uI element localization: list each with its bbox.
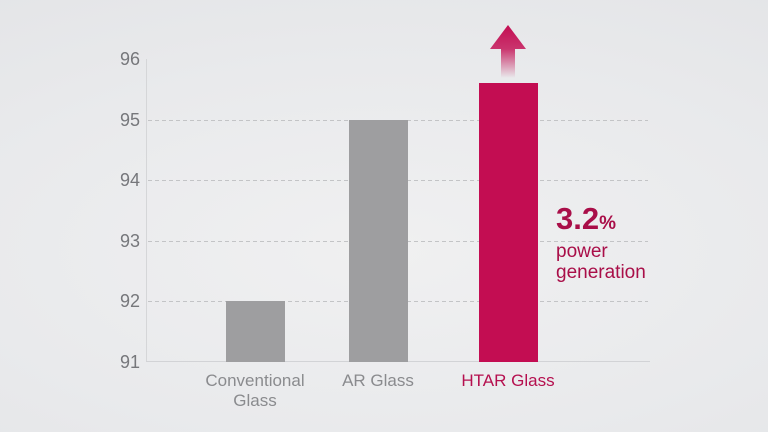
category-label-conventional-glass: Conventional Glass: [205, 371, 305, 410]
y-axis-line: [146, 59, 147, 362]
growth-arrow-icon: [490, 25, 526, 78]
y-tick-label-91: 91: [119, 352, 140, 372]
bar-conventional-glass: [225, 301, 285, 362]
percent-sign: %: [599, 213, 617, 234]
category-label-ar-glass: AR Glass: [342, 371, 414, 390]
y-tick-label-96: 96: [119, 49, 140, 69]
annotation-caption-line2: generation: [556, 262, 646, 283]
annotation-caption: power generation: [556, 241, 726, 283]
annotation-number: 3.2: [556, 201, 600, 236]
bar-htar-glass: [478, 83, 538, 362]
y-tick-label-94: 94: [119, 170, 140, 190]
bar-ar-glass: [348, 120, 408, 362]
annotation-value: 3.2%: [556, 203, 726, 239]
y-tick-label-93: 93: [119, 231, 140, 251]
y-tick-label-95: 95: [119, 110, 140, 130]
annotation-caption-line1: power: [556, 241, 608, 262]
category-label-htar-glass: HTAR Glass: [461, 371, 555, 390]
annotation-block: 3.2% power generation: [556, 203, 726, 283]
y-tick-label-92: 92: [119, 291, 140, 311]
